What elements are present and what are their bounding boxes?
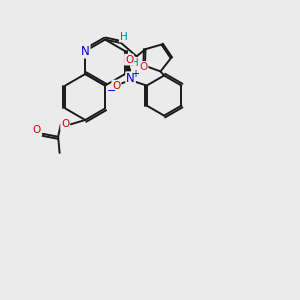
Text: O: O [33,125,41,135]
Text: N: N [126,72,135,85]
Text: O: O [139,62,148,72]
Text: +: + [131,69,139,80]
Text: O: O [61,119,69,129]
Text: O: O [125,55,133,64]
Text: H: H [131,58,139,68]
Text: N: N [81,45,90,58]
Text: H: H [120,32,128,42]
Text: O: O [112,81,121,91]
Text: −: − [106,86,116,96]
